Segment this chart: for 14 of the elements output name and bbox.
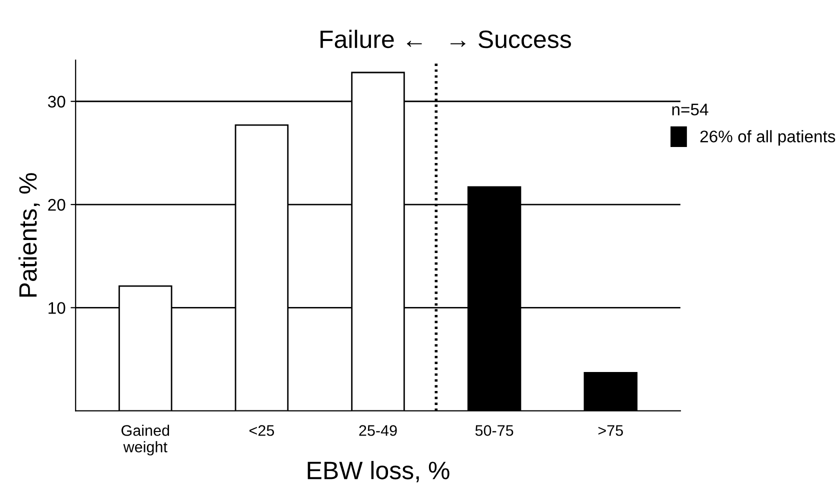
x-axis-title: EBW loss, % [308,460,450,482]
y-tick-label: 20 [48,198,66,211]
legend-title: n=54 [672,104,708,116]
x-tick-label: Gained weight [122,424,170,456]
legend-label: 26% of all patients [700,130,836,146]
x-tick-label: 25-49 [359,425,397,436]
y-axis-title: Patients, % [18,173,40,297]
x-tick-label: <25 [249,425,274,436]
x-tick-label: 50-75 [475,425,514,436]
text: → Success [450,30,571,48]
y-tick-label: 10 [48,302,66,314]
text: Failure ← [320,30,422,48]
y-tick-label: 30 [48,96,66,108]
x-tick-label: >75 [598,425,623,436]
